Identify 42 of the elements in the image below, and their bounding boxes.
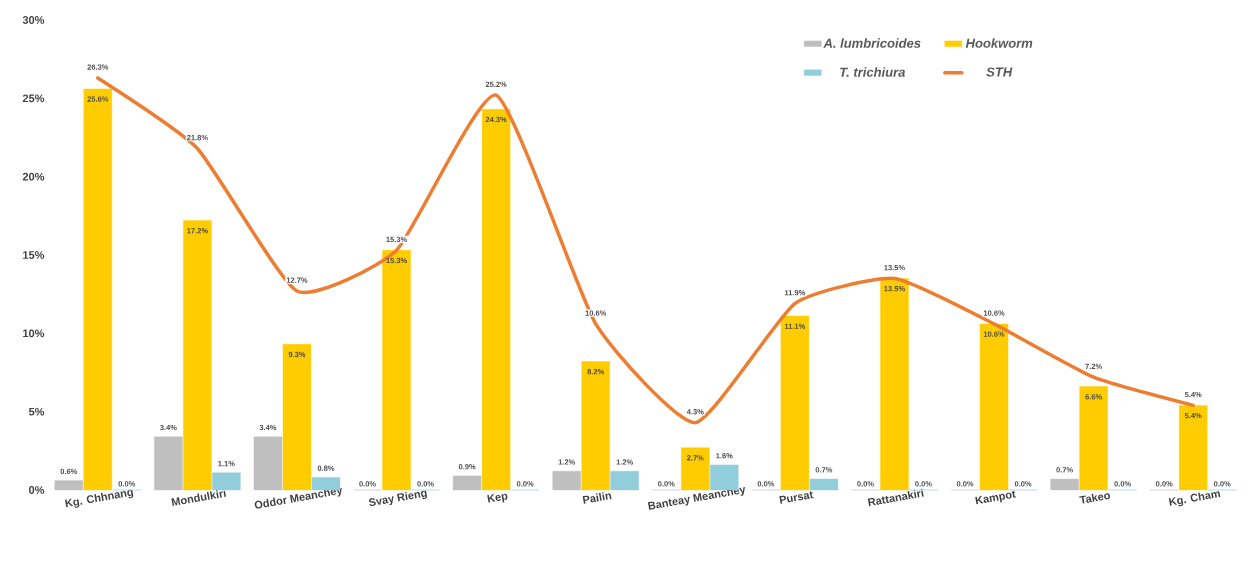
legend-label: Hookworm (965, 38, 1033, 48)
y-tick-label: 30% (22, 16, 45, 24)
x-tick-label: Banteay Meanchey (647, 487, 745, 510)
x-tick-label: Rattanakiri (867, 488, 924, 507)
bar (1179, 405, 1208, 491)
bar (83, 88, 112, 491)
legend-label: A. lumbricoides (823, 38, 921, 48)
x-tick-label: Pailin (582, 492, 612, 504)
y-tick-label: 15% (23, 251, 45, 259)
x-tick-label: Pursat (779, 491, 814, 504)
x-tick-label: Svay Rieng (368, 490, 427, 507)
x-tick-label: Takeo (1079, 493, 1111, 504)
bar (780, 315, 810, 491)
y-tick-label: 10% (23, 329, 45, 338)
bar (481, 109, 511, 491)
bar (212, 472, 241, 491)
bar (253, 436, 283, 491)
bar (154, 436, 183, 491)
bar (452, 475, 482, 491)
x-tick-label: Kampot (975, 490, 1016, 505)
bar (809, 478, 839, 491)
y-tick-label: 20% (22, 172, 45, 181)
x-tick-label: Kg. Cham (1168, 491, 1221, 507)
bar (382, 250, 411, 491)
bar (880, 278, 909, 491)
bar (54, 480, 83, 491)
bar (183, 220, 212, 491)
legend-label: T. trichiura (840, 67, 906, 77)
bar (581, 361, 610, 491)
y-tick-label: 25% (22, 94, 45, 103)
bar (1050, 478, 1079, 491)
y-tick-label: 5% (28, 407, 45, 416)
bar (552, 471, 581, 491)
bar (979, 323, 1009, 491)
bar (610, 471, 639, 491)
bar (1079, 386, 1108, 491)
x-tick-label: Mondulkiri (171, 488, 226, 507)
x-tick-label: Kep (487, 493, 508, 503)
x-tick-label: Oddor Meanchey (254, 487, 342, 509)
legend-label: STH (986, 67, 1013, 77)
y-tick-label: 0% (29, 486, 45, 494)
x-tick-label: Kg. Chhnang (65, 489, 134, 508)
